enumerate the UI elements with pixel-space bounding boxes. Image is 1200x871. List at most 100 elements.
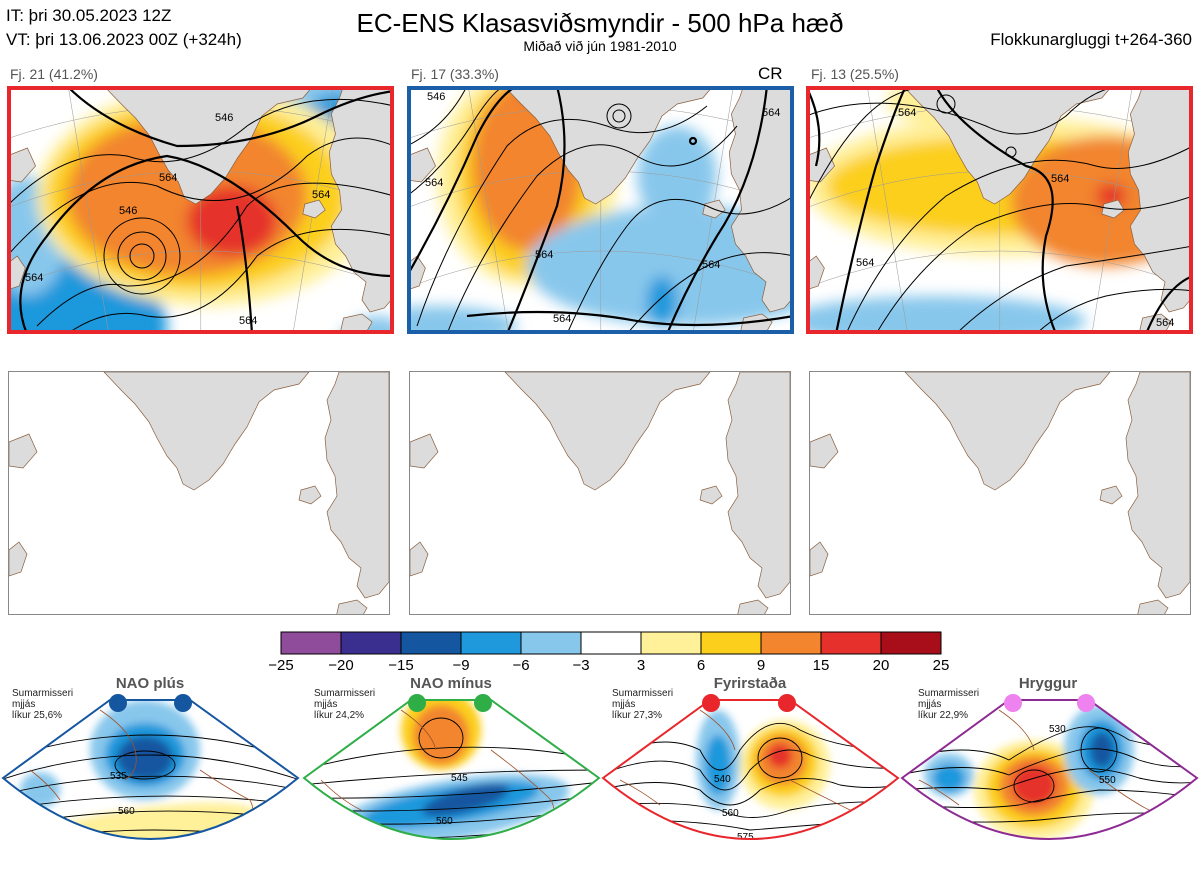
cluster-1-label: Fj. 21 (41.2%) bbox=[10, 66, 98, 82]
regime-2-season: Sumarmisseri bbox=[314, 688, 376, 699]
empty-map-2 bbox=[409, 371, 791, 615]
colorbar-cell bbox=[460, 631, 522, 655]
regime-3-smooth: mjjás bbox=[612, 699, 636, 710]
regime-1-prob: líkur 25,6% bbox=[12, 710, 63, 721]
cluster-3-contour-label: 564 bbox=[856, 257, 874, 269]
regime-2-contour-label: 560 bbox=[436, 816, 453, 827]
empty-map-1 bbox=[8, 371, 390, 615]
colorbar-tick: 15 bbox=[812, 657, 830, 674]
regime-1-note: Sumarmisseri mjjás líkur 25,6% bbox=[12, 688, 73, 721]
regime-4-dot bbox=[1004, 694, 1022, 712]
regime-1-contour-label: 535 bbox=[110, 771, 127, 782]
regime-3-dot bbox=[702, 694, 720, 712]
cluster-3-label: Fj. 13 (25.5%) bbox=[811, 66, 899, 82]
cluster-2-contour-label: 564 bbox=[702, 259, 720, 271]
colorbar-tick: −9 bbox=[452, 657, 470, 674]
colorbar-tick: 9 bbox=[756, 657, 766, 674]
cluster-1-contour-label: 564 bbox=[312, 189, 330, 201]
page-title: EC-ENS Klasasviðsmyndir - 500 hPa hæð bbox=[356, 8, 844, 38]
regime-4-fan: 530 550 575 bbox=[900, 694, 1199, 849]
regime-2-smooth: mjjás bbox=[314, 699, 338, 710]
regime-1-dot bbox=[109, 694, 127, 712]
regime-1-season: Sumarmisseri bbox=[12, 688, 74, 699]
colorbar-tick: −25 bbox=[268, 657, 294, 674]
colorbar-cell bbox=[400, 631, 462, 655]
cluster-3-contour-label: 564 bbox=[1051, 173, 1069, 185]
regime-1-title: NAO plús bbox=[115, 675, 185, 692]
page-subtitle: Miðað við jún 1981-2010 bbox=[523, 38, 677, 54]
regime-2-dot bbox=[408, 694, 426, 712]
colorbar-tick: −3 bbox=[572, 657, 590, 674]
cluster-2-contour-label: 564 bbox=[425, 177, 443, 189]
regime-1-smooth: mjjás bbox=[12, 699, 36, 710]
regime-1-contour-label: 560 bbox=[118, 806, 135, 817]
regime-2-title: NAO mínus bbox=[410, 675, 492, 692]
regime-4-contour-label: 550 bbox=[1099, 775, 1116, 786]
regime-3-note: Sumarmisseri mjjás líkur 27,3% bbox=[612, 688, 673, 721]
cluster-1-contour-label: 546 bbox=[119, 205, 137, 217]
regime-4-contour-label: 575 bbox=[1091, 838, 1108, 849]
colorbar-cell bbox=[280, 631, 342, 655]
regime-4-dot bbox=[1077, 694, 1095, 712]
init-time: IT: þri 30.05.2023 12Z bbox=[6, 6, 172, 25]
colorbar-cell bbox=[820, 631, 882, 655]
regime-2-dot bbox=[474, 694, 492, 712]
regime-3-title: Fyrirstaða bbox=[713, 675, 787, 692]
cluster-1-frame bbox=[7, 86, 394, 334]
regime-4-season: Sumarmisseri bbox=[918, 688, 980, 699]
cluster-3-contour-label: 564 bbox=[1156, 317, 1174, 329]
cluster-2-frame bbox=[407, 86, 794, 334]
colorbar-cell bbox=[520, 631, 582, 655]
colorbar-cell bbox=[700, 631, 762, 655]
cluster-3-map: 564 564 564 564 bbox=[806, 86, 1193, 334]
cluster-2-tag: CR bbox=[758, 64, 783, 83]
cluster-1-contour-label: 564 bbox=[25, 272, 43, 284]
regime-4-outline bbox=[900, 699, 1199, 840]
cluster-1-contour-label: 564 bbox=[239, 315, 257, 327]
colorbar-tick: 20 bbox=[872, 657, 890, 674]
colorbar-tick: 25 bbox=[932, 657, 950, 674]
cluster-1-map: 546 564 546 564 564 564 bbox=[7, 86, 394, 334]
cluster-2-contour-label: 564 bbox=[553, 313, 571, 325]
regime-4-smooth: mjjás bbox=[918, 699, 942, 710]
regime-1-fan: 535 560 bbox=[1, 694, 300, 840]
colorbar bbox=[280, 631, 942, 655]
regime-3-dot bbox=[778, 694, 796, 712]
cluster-1-contour-label: 564 bbox=[159, 172, 177, 184]
regime-3-contour-label: 560 bbox=[722, 808, 739, 819]
regime-2-prob: líkur 24,2% bbox=[314, 710, 365, 721]
regime-2-contour-label: 575 bbox=[447, 850, 464, 861]
regime-3-contour-label: 575 bbox=[737, 832, 754, 843]
colorbar-tick: 6 bbox=[696, 657, 706, 674]
cluster-2-contour-label: 546 bbox=[427, 91, 445, 103]
colorbar-cell bbox=[640, 631, 702, 655]
cluster-2-map: 546 564 564 564 564 564 bbox=[407, 86, 794, 334]
cluster-3-frame bbox=[806, 86, 1193, 334]
regime-3-contour-label: 540 bbox=[714, 774, 731, 785]
colorbar-cell bbox=[580, 631, 642, 655]
regime-2-outline bbox=[302, 699, 601, 840]
cluster-2-label: Fj. 17 (33.3%) bbox=[411, 66, 499, 82]
regime-4-note: Sumarmisseri mjjás líkur 22,9% bbox=[918, 688, 979, 721]
regime-4-contour-label: 530 bbox=[1049, 724, 1066, 735]
regime-3-prob: líkur 27,3% bbox=[612, 710, 663, 721]
colorbar-cell bbox=[880, 631, 942, 655]
regime-2-contour-label: 545 bbox=[451, 773, 468, 784]
cluster-3-contour-label: 564 bbox=[898, 107, 916, 119]
cluster-1-contour-label: 546 bbox=[215, 112, 233, 124]
regime-4-prob: líkur 22,9% bbox=[918, 710, 969, 721]
cluster-2-contour-label: 564 bbox=[762, 107, 780, 119]
colorbar-tick: −6 bbox=[512, 657, 530, 674]
regime-2-fan: 545 560 575 bbox=[302, 694, 601, 861]
colorbar-tick: −20 bbox=[328, 657, 354, 674]
colorbar-tick: −15 bbox=[388, 657, 414, 674]
colorbar-cell bbox=[340, 631, 402, 655]
empty-map-3 bbox=[809, 371, 1191, 615]
run-info: IT: þri 30.05.2023 12Z VT: þri 13.06.202… bbox=[6, 4, 242, 52]
regime-3-outline bbox=[601, 699, 900, 840]
regime-3-fan: 540 560 575 bbox=[601, 694, 900, 843]
regime-3-season: Sumarmisseri bbox=[612, 688, 674, 699]
regime-2-note: Sumarmisseri mjjás líkur 24,2% bbox=[314, 688, 375, 721]
regime-1-outline bbox=[1, 699, 300, 840]
colorbar-cell bbox=[760, 631, 822, 655]
